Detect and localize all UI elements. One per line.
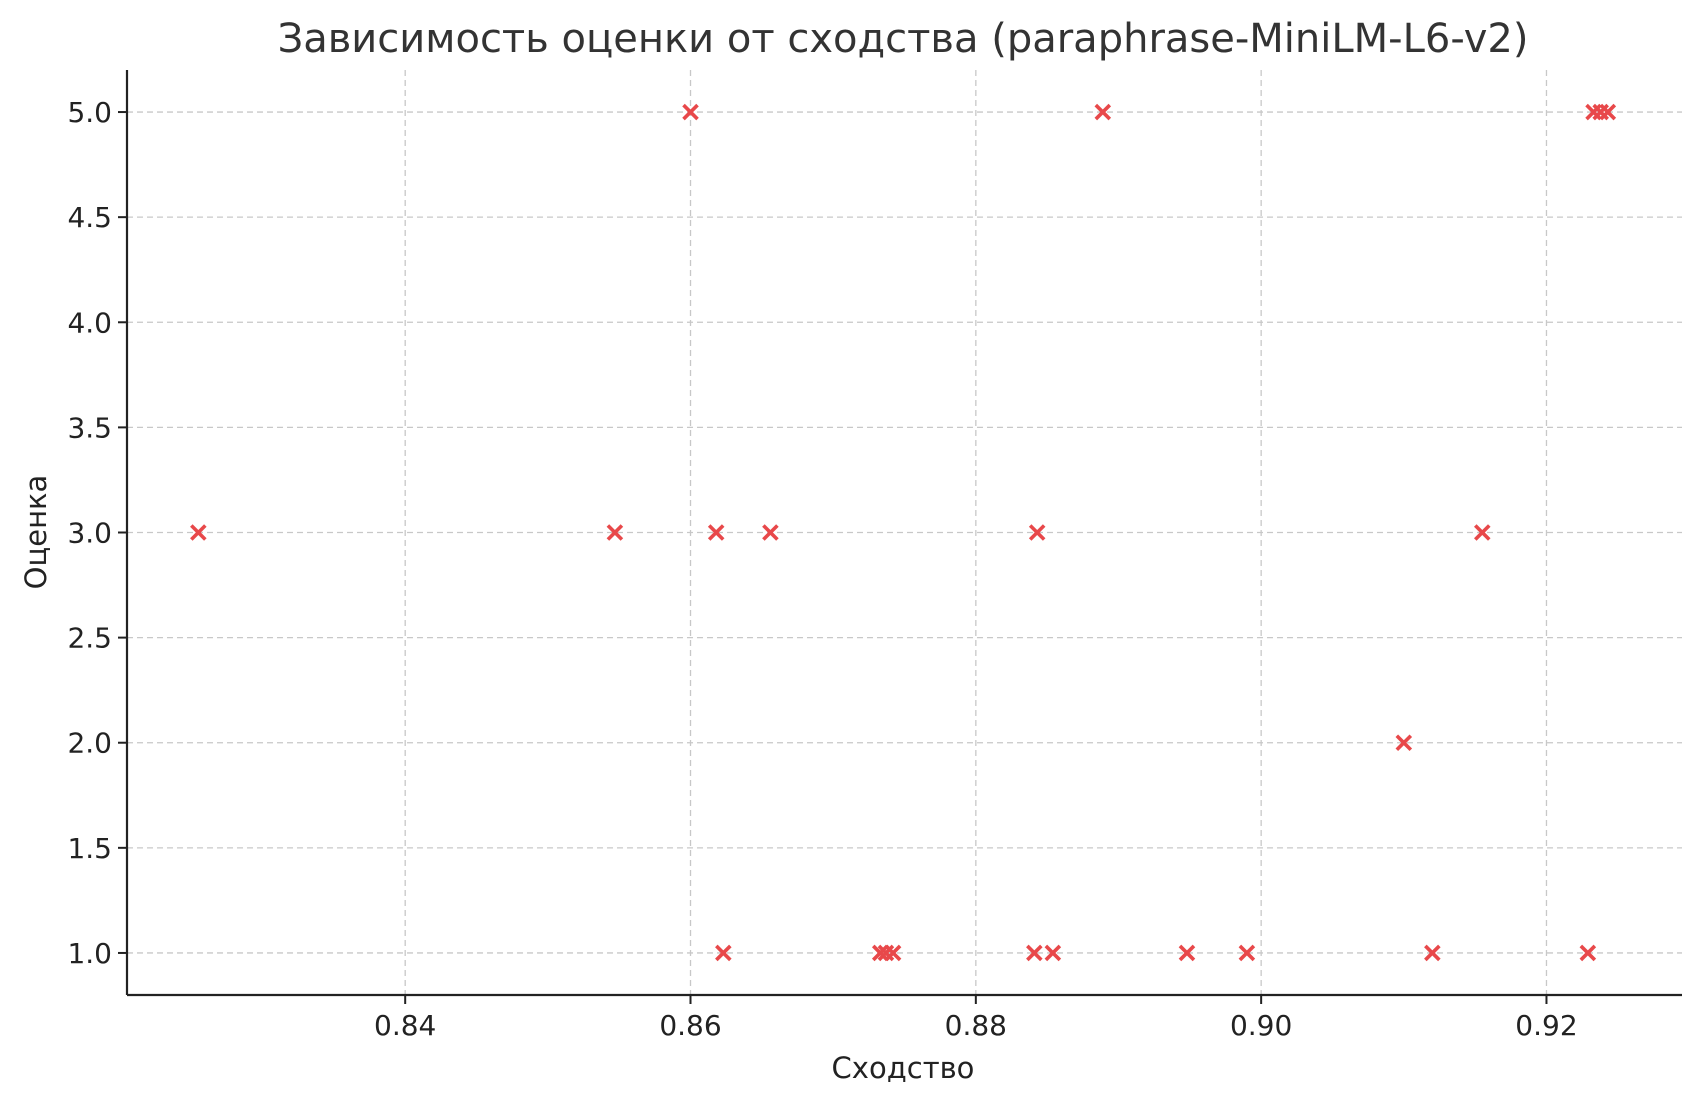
- x-tick-label: 0.84: [374, 1009, 436, 1042]
- data-point: [1028, 524, 1046, 541]
- data-point: [884, 944, 902, 962]
- data-point: [1238, 944, 1256, 962]
- data-point: [190, 524, 207, 541]
- y-tick-label: 4.0: [67, 306, 112, 339]
- x-tick-label: 0.86: [659, 1009, 721, 1042]
- x-tick-label: 0.92: [1515, 1009, 1577, 1042]
- data-point: [871, 944, 889, 962]
- data-point: [762, 524, 779, 541]
- y-tick-label: 3.5: [67, 411, 112, 444]
- data-point: [1599, 103, 1617, 121]
- chart-title: Зависимость оценки от сходства (paraphra…: [278, 16, 1529, 62]
- data-point: [682, 103, 699, 121]
- y-tick-label: 5.0: [67, 96, 112, 129]
- x-axis-label: Сходство: [832, 1051, 975, 1085]
- data-point: [715, 944, 732, 962]
- data-point: [606, 524, 624, 541]
- data-points: [190, 103, 1617, 962]
- x-axis-ticks: 0.84 0.86 0.88 0.90 0.92: [374, 995, 1578, 1042]
- y-axis-label: Оценка: [19, 475, 53, 590]
- x-tick-label: 0.90: [1230, 1009, 1292, 1042]
- y-axis-ticks: 1.0 1.5 2.0 2.5 3.0 3.5 4.0 4.5 5.0: [67, 96, 127, 970]
- data-point: [1178, 944, 1196, 962]
- data-point: [1424, 944, 1441, 962]
- data-point: [1026, 944, 1043, 962]
- grid: [127, 70, 1682, 995]
- data-point: [1579, 944, 1597, 962]
- y-tick-label: 3.0: [67, 517, 112, 550]
- data-point: [1474, 524, 1491, 541]
- data-point: [1395, 734, 1413, 752]
- data-point: [1044, 944, 1062, 962]
- y-tick-label: 4.5: [67, 201, 112, 234]
- y-tick-label: 1.0: [67, 937, 112, 970]
- y-tick-label: 2.0: [67, 727, 112, 760]
- data-point: [707, 524, 725, 541]
- x-tick-label: 0.88: [945, 1009, 1007, 1042]
- data-point: [1094, 103, 1112, 121]
- y-tick-label: 1.5: [67, 832, 112, 865]
- y-tick-label: 2.5: [67, 622, 112, 655]
